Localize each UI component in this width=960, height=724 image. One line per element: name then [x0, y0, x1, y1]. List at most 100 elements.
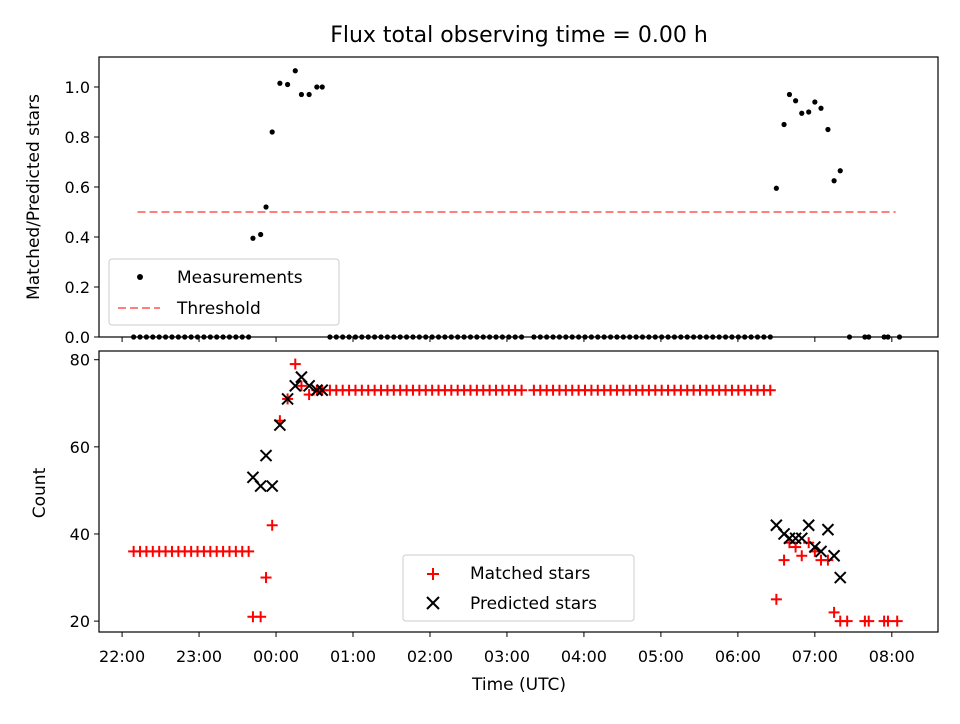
predicted-star-point [289, 379, 302, 393]
top-y-tick-label: 0.8 [65, 128, 90, 147]
measurement-point [786, 91, 793, 98]
legend-measurements-marker [137, 274, 143, 280]
measurement-point [818, 105, 824, 111]
legend-threshold-label: Threshold [176, 299, 261, 319]
measurement-point [799, 110, 805, 116]
matched-star-point [822, 554, 834, 566]
predicted-star-stroke [302, 379, 316, 393]
measurement-point [263, 204, 269, 210]
predicted-star-point [281, 392, 294, 406]
top-legend-box [108, 258, 340, 326]
predicted-star-stroke [827, 549, 841, 562]
predicted-star-point [808, 540, 822, 554]
bottom-y-tick-label: 40 [70, 525, 90, 544]
x-tick-label: 08:00 [869, 647, 915, 666]
matched-star-point [295, 380, 307, 392]
measurement-point [292, 68, 298, 74]
x-tick-label: 22:00 [99, 647, 145, 666]
predicted-star-stroke [310, 384, 324, 397]
matched-star-point [863, 615, 875, 627]
predicted-star-stroke [834, 571, 847, 584]
bottom-legend: Matched stars Predicted stars [402, 554, 635, 622]
measurement-point [258, 231, 264, 238]
predicted-star-stroke [289, 379, 302, 393]
predicted-star-point [834, 571, 847, 584]
top-y-tick-label: 1.0 [65, 78, 90, 97]
x-tick-label: 02:00 [407, 647, 453, 666]
measurement-point [812, 99, 818, 105]
measurement-point [306, 91, 312, 98]
measurement-point [773, 185, 779, 191]
top-y-tick-label: 0.0 [65, 328, 90, 347]
bottom-panel: Count Time (UTC) 20 40 60 80 22:00 23:00 00:0… [30, 350, 939, 695]
predicted-star-stroke [316, 384, 329, 397]
x-tick-label: 01:00 [330, 647, 376, 666]
predicted-star-stroke [770, 519, 783, 532]
predicted-star-point [795, 532, 808, 545]
matched-star-point [891, 615, 903, 627]
top-y-tick-label: 0.2 [65, 278, 90, 297]
matched-star-point [882, 615, 894, 627]
x-tick-label: 23:00 [176, 647, 222, 666]
top-panel: Flux total observing time = 0.00 h Match… [24, 23, 939, 347]
predicted-star-point [316, 384, 329, 397]
measurement-point [284, 81, 291, 88]
x-tick-label: 03:00 [484, 647, 530, 666]
measurement-point [793, 98, 799, 104]
x-tick-label: 06:00 [715, 647, 761, 666]
predicted-star-stroke [802, 519, 815, 532]
predicted-star-stroke [246, 471, 260, 484]
matched-star-point [266, 519, 278, 531]
legend-measurements-label: Measurements [177, 268, 303, 288]
top-y-tick-label: 0.4 [65, 228, 90, 247]
predicted-star-stroke [814, 545, 828, 558]
matched-star-point [778, 554, 790, 566]
measurement-point [277, 80, 283, 86]
bottom-axes-frame [98, 350, 939, 633]
legend-predicted-label: Predicted stars [470, 594, 597, 614]
matched-star-point [770, 593, 782, 605]
predicted-star-point [310, 384, 324, 397]
bottom-plot-area [128, 358, 903, 627]
measurement-point [314, 84, 320, 90]
measurement-point [831, 178, 837, 184]
bottom-y-axis-label: Count [30, 467, 50, 518]
top-y-axis-label: Matched/Predicted stars [24, 94, 44, 300]
predicted-star-point [265, 479, 279, 493]
matched-star-point [289, 358, 301, 370]
measurement-point [298, 91, 305, 98]
top-axes-frame [98, 56, 939, 338]
predicted-star-stroke [795, 532, 808, 545]
matched-star-point [243, 545, 255, 557]
predicted-star-stroke [281, 392, 294, 406]
top-y-ticks: 0.0 0.2 0.4 0.6 0.8 1.0 [65, 78, 99, 347]
x-tick-label: 04:00 [561, 647, 607, 666]
predicted-star-point [273, 418, 287, 432]
measurement-point [269, 129, 275, 135]
measurement-point [319, 84, 325, 90]
predicted-star-point [259, 449, 273, 462]
legend-matched-marker [427, 568, 439, 580]
measurement-point [250, 235, 256, 241]
x-tick-label: 00:00 [253, 647, 299, 666]
x-axis-label: Time (UTC) [471, 675, 566, 695]
matched-star-point [260, 572, 272, 584]
predicted-star-stroke [254, 479, 267, 493]
predicted-star-point [254, 479, 267, 493]
predicted-star-stroke [259, 449, 273, 462]
chart-title: Flux total observing time = 0.00 h [330, 23, 708, 48]
predicted-star-point [802, 519, 815, 532]
x-tick-label: 07:00 [792, 647, 838, 666]
predicted-star-stroke [273, 418, 287, 432]
top-y-tick-label: 0.6 [65, 178, 90, 197]
matched-star-point [255, 611, 267, 623]
matched-star-point [764, 384, 776, 396]
predicted-star-stroke [265, 479, 279, 493]
bottom-y-ticks: 20 40 60 80 [70, 351, 99, 631]
top-legend: Measurements Threshold [108, 258, 340, 326]
bottom-legend-box [402, 554, 635, 622]
predicted-star-point [814, 545, 828, 558]
measurement-point [806, 109, 812, 115]
bottom-x-ticks: 22:00 23:00 00:00 01:00 02:00 03:00 04:00 05:00… [99, 632, 915, 666]
